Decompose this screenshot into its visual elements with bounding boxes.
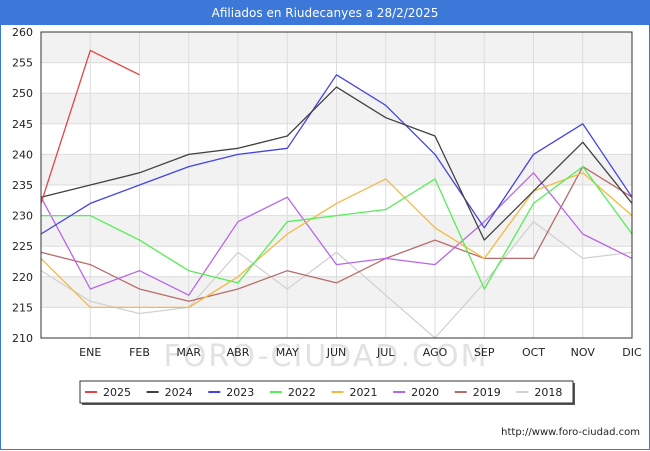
y-tick-label: 210 <box>12 332 33 345</box>
series-lines <box>40 49 633 339</box>
x-tick-label: ENE <box>79 346 101 359</box>
chart-title: Afiliados en Riudecanyes a 28/2/2025 <box>1 1 649 25</box>
legend-label-2023: 2023 <box>226 386 254 399</box>
x-tick-label: NOV <box>571 346 596 359</box>
x-axis-ticks: ENE FEB MAR ABR MAY JUN JUL AGO SEP OCT NOV DIC <box>79 346 642 359</box>
x-tick-label: SEP <box>474 346 495 359</box>
x-tick-label: OCT <box>522 346 545 359</box>
y-tick-label: 255 <box>12 57 33 70</box>
x-tick-label: MAY <box>276 346 299 359</box>
series-line-2025 <box>40 49 140 204</box>
series-line-2023 <box>40 74 633 235</box>
series-line-2019 <box>40 165 633 302</box>
legend: 2025 2024 2023 2022 2021 2020 2019 2018 <box>79 380 575 405</box>
watermark: FORO-CIUDAD.COM <box>164 339 489 374</box>
y-tick-label: 225 <box>12 240 33 253</box>
legend-label-2019: 2019 <box>473 386 501 399</box>
x-tick-label: AGO <box>423 346 448 359</box>
x-tick-label: FEB <box>129 346 150 359</box>
x-tick-label: MAR <box>176 346 201 359</box>
plot-border <box>40 31 633 339</box>
legend-label-2024: 2024 <box>165 386 193 399</box>
y-tick-label: 240 <box>12 148 33 161</box>
series-line-2024 <box>40 86 633 241</box>
series-line-2020 <box>40 172 633 296</box>
y-tick-label: 250 <box>12 87 33 100</box>
series-line-2022 <box>41 165 633 290</box>
legend-label-2021: 2021 <box>350 386 378 399</box>
y-tick-label: 215 <box>12 301 33 314</box>
legend-label-2018: 2018 <box>534 386 562 399</box>
y-tick-label: 260 <box>12 26 33 39</box>
x-tick-label: JUL <box>376 346 395 359</box>
series-line-2018 <box>40 221 633 339</box>
y-tick-label: 235 <box>12 179 33 192</box>
y-tick-label: 220 <box>12 271 33 284</box>
y-axis-ticks: 210 215 220 225 230 235 240 245 250 255 260 <box>12 26 33 345</box>
legend-label-2022: 2022 <box>288 386 316 399</box>
x-tick-label: JUN <box>326 346 347 359</box>
x-tick-label: ABR <box>227 346 250 359</box>
legend-label-2020: 2020 <box>411 386 439 399</box>
legend-box <box>79 380 574 404</box>
x-tick-label: DIC <box>622 346 642 359</box>
y-tick-label: 245 <box>12 118 33 131</box>
legend-label-2025: 2025 <box>103 386 131 399</box>
source-url: http://www.foro-ciudad.com <box>501 427 640 438</box>
y-tick-label: 230 <box>12 210 33 223</box>
